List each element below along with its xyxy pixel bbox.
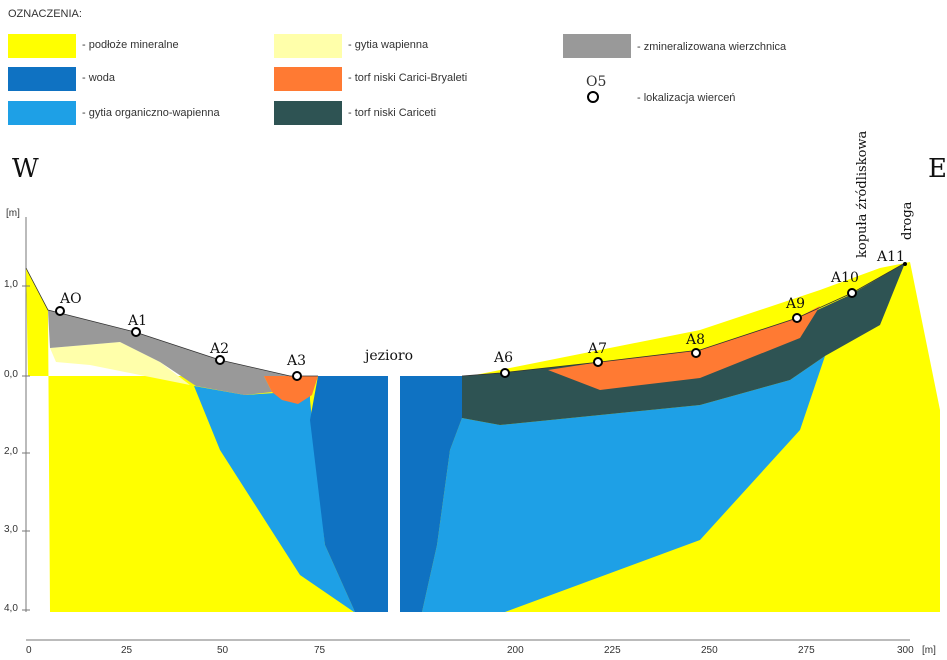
borehole-marker-a8 xyxy=(691,348,701,358)
borehole-label-a6: A6 xyxy=(494,350,514,366)
y-tick-label: 1,0 xyxy=(4,279,18,290)
layer-gytia-wapienna xyxy=(50,342,190,385)
legend-label-gytia-wapienna: - gytia wapienna xyxy=(348,39,429,51)
layer-gytia-organiczno-left xyxy=(194,386,355,612)
x-tick-label: 75 xyxy=(314,645,326,656)
x-tick-label: 200 xyxy=(507,645,524,656)
layer-torf-carici-right xyxy=(548,306,820,390)
y-tick-label: 0,0 xyxy=(4,369,18,380)
y-tick-label: 3,0 xyxy=(4,524,18,535)
y-axis-unit: [m] xyxy=(6,208,20,219)
east-label: E xyxy=(928,154,947,184)
borehole-marker-ao xyxy=(55,306,65,316)
layer-zmineralizowana xyxy=(48,310,290,395)
west-label: W xyxy=(12,154,39,184)
borehole-label-a2: A2 xyxy=(210,341,230,357)
borehole-label-a1: A1 xyxy=(128,313,148,329)
x-tick-label: 250 xyxy=(701,645,718,656)
legend-label-podloze: - podłoże mineralne xyxy=(82,39,179,51)
layer-torf-cariceti xyxy=(462,263,905,425)
borehole-label-a9: A9 xyxy=(786,296,806,312)
lake-gap xyxy=(388,376,400,612)
legend-label-gytia-organiczno: - gytia organiczno-wapienna xyxy=(82,107,220,119)
legend-swatch-gytia-wapienna xyxy=(274,34,342,58)
borehole-marker-a10 xyxy=(847,288,857,298)
legend-label-zmineralizowana: - zmineralizowana wierzchnica xyxy=(637,41,787,53)
borehole-label-ao: AO xyxy=(60,291,82,307)
y-tick-label: 4,0 xyxy=(4,603,18,614)
borehole-marker-a9 xyxy=(792,313,802,323)
x-tick-label: 225 xyxy=(604,645,621,656)
borehole-marker-a3 xyxy=(292,371,302,381)
borehole-marker-a6 xyxy=(500,368,510,378)
legend-swatch-torf-cariceti xyxy=(274,101,342,125)
dome-label: kopuła źródliskowa xyxy=(855,130,870,258)
borehole-label-a7: A7 xyxy=(588,341,608,357)
legend-swatch-woda xyxy=(8,67,76,91)
x-tick-label: 0 xyxy=(26,645,32,656)
x-tick-label: 275 xyxy=(798,645,815,656)
legend-swatch-podloze xyxy=(8,34,76,58)
borehole-marker-a7 xyxy=(593,357,603,367)
borehole-marker-a1 xyxy=(131,327,141,337)
legend-label-woda: - woda xyxy=(82,72,116,84)
legend-borehole-code: O5 xyxy=(586,74,607,90)
layer-woda-left xyxy=(310,376,388,612)
legend-swatch-zmineralizowana xyxy=(563,34,631,58)
borehole-symbol-icon xyxy=(587,91,599,103)
legend-label-torf-cariceti: - torf niski Cariceti xyxy=(348,107,437,119)
lake-label: jezioro xyxy=(365,348,414,364)
legend-swatch-gytia-organiczno xyxy=(8,101,76,125)
borehole-marker-a11 xyxy=(903,262,907,266)
borehole-label-a10: A10 xyxy=(831,270,859,286)
legend-label-torf-carici: - torf niski Carici-Bryaleti xyxy=(348,72,468,84)
layer-woda-right xyxy=(400,376,462,612)
layer-gytia-organiczno-right xyxy=(422,356,825,612)
legend-swatch-torf-carici xyxy=(274,67,342,91)
road-label: droga xyxy=(900,201,915,240)
borehole-marker-a2 xyxy=(215,355,225,365)
borehole-label-a11: A11 xyxy=(877,249,905,265)
legend-label-boreholes: - lokalizacja wierceń xyxy=(637,92,736,104)
x-tick-label: 25 xyxy=(121,645,133,656)
y-tick-label: 2,0 xyxy=(4,446,18,457)
legend-title: OZNACZENIA: xyxy=(8,8,82,20)
x-axis-unit: [m] xyxy=(922,645,936,656)
borehole-label-a3: A3 xyxy=(287,353,307,369)
borehole-label-a8: A8 xyxy=(686,332,706,348)
x-tick-label: 50 xyxy=(217,645,229,656)
layer-torf-carici-left xyxy=(264,376,318,404)
x-tick-label: 300 xyxy=(897,645,914,656)
